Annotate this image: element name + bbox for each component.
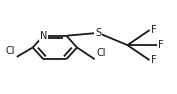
Text: F: F	[151, 55, 157, 65]
Text: S: S	[95, 28, 101, 38]
Text: Cl: Cl	[5, 46, 15, 56]
Text: F: F	[151, 25, 157, 35]
Text: Cl: Cl	[96, 48, 106, 58]
Text: F: F	[158, 40, 164, 50]
Text: N: N	[40, 31, 47, 41]
